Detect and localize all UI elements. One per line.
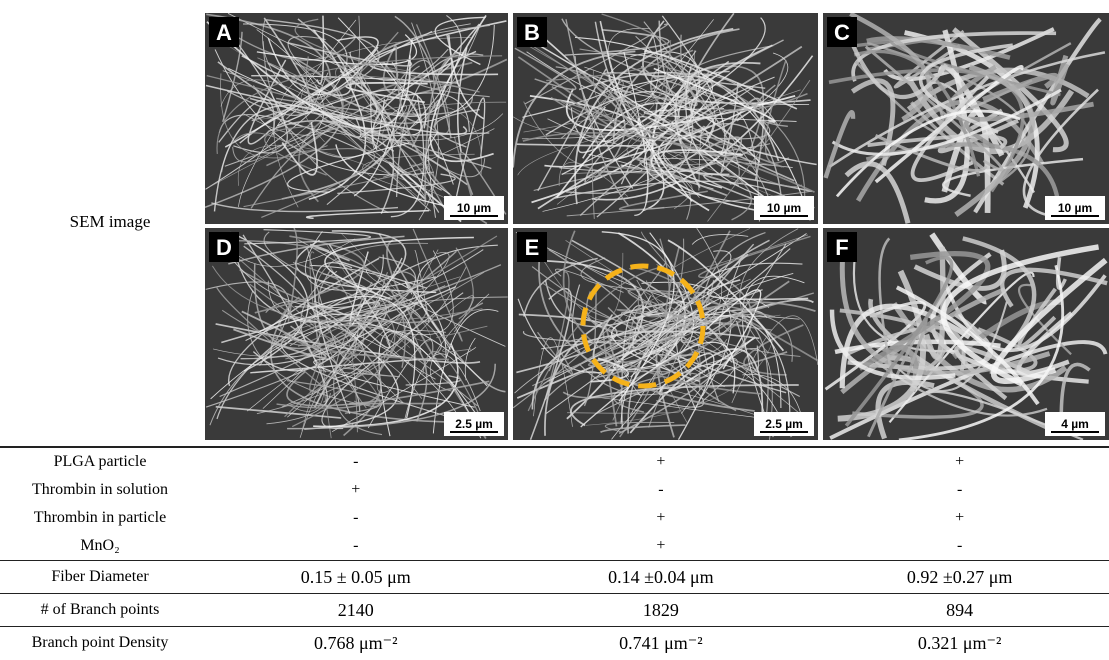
table-cell: - bbox=[200, 504, 511, 532]
table-cell: + bbox=[810, 504, 1109, 532]
table-row: Thrombin in particle-++ bbox=[0, 504, 1109, 532]
table-cell: - bbox=[511, 476, 810, 504]
scale-text: 2.5 µm bbox=[455, 417, 493, 431]
table-row: Thrombin in solution+-- bbox=[0, 476, 1109, 504]
table-cell: + bbox=[511, 504, 810, 532]
row-header: # of Branch points bbox=[0, 594, 200, 627]
scale-text: 10 µm bbox=[457, 201, 491, 215]
scale-text: 2.5 µm bbox=[765, 417, 803, 431]
row-header: Thrombin in solution bbox=[0, 476, 200, 504]
table-cell: - bbox=[810, 476, 1109, 504]
table-cell: 894 bbox=[810, 594, 1109, 627]
row-header: Fiber Diameter bbox=[0, 561, 200, 594]
sem-panel: C 10 µm bbox=[823, 13, 1109, 224]
table-cell: 1829 bbox=[511, 594, 810, 627]
table-cell: 0.14 ±0.04 μm bbox=[511, 561, 810, 594]
sem-panel: E 2.5 µm bbox=[513, 228, 818, 440]
sem-panel: D 2.5 µm bbox=[205, 228, 508, 440]
scale-text: 10 µm bbox=[1058, 201, 1092, 215]
table-row: PLGA particle-++ bbox=[0, 447, 1109, 476]
table-cell: 0.768 μm⁻² bbox=[200, 627, 511, 660]
table-cell: 0.741 μm⁻² bbox=[511, 627, 810, 660]
sem-panel: A 10 µm bbox=[205, 13, 508, 224]
table-row: MnO₂-+- bbox=[0, 532, 1109, 561]
sem-grid: A 10 µm B 10 µm C 10 µm D 2.5 µm E 2.5 µm F 4 µm bbox=[0, 0, 1109, 444]
panel-label: E bbox=[525, 235, 540, 260]
row-header: Thrombin in particle bbox=[0, 504, 200, 532]
row-header: MnO₂ bbox=[0, 532, 200, 561]
scale-text: 10 µm bbox=[767, 201, 801, 215]
sem-panel: F 4 µm bbox=[823, 228, 1109, 440]
panel-label: D bbox=[216, 235, 232, 260]
table-cell: 2140 bbox=[200, 594, 511, 627]
panel-label: F bbox=[835, 235, 848, 260]
table-cell: 0.15 ± 0.05 μm bbox=[200, 561, 511, 594]
scale-text: 4 µm bbox=[1061, 417, 1089, 431]
table-cell: - bbox=[200, 532, 511, 561]
panel-label: A bbox=[216, 20, 232, 45]
table-row: Fiber Diameter0.15 ± 0.05 μm0.14 ±0.04 μ… bbox=[0, 561, 1109, 594]
table-cell: 0.92 ±0.27 μm bbox=[810, 561, 1109, 594]
table-cell: - bbox=[200, 447, 511, 476]
table-cell: + bbox=[810, 447, 1109, 476]
panel-label: B bbox=[524, 20, 540, 45]
table-cell: + bbox=[511, 447, 810, 476]
table-row: # of Branch points21401829894 bbox=[0, 594, 1109, 627]
row-header: PLGA particle bbox=[0, 447, 200, 476]
table-cell: 0.321 μm⁻² bbox=[810, 627, 1109, 660]
panel-label: C bbox=[834, 20, 850, 45]
table-cell: - bbox=[810, 532, 1109, 561]
row-header: Branch point Density bbox=[0, 627, 200, 660]
table-cell: + bbox=[511, 532, 810, 561]
table-cell: + bbox=[200, 476, 511, 504]
figure: SEM image A10 µmB10 µmC10 µmD2.5 µmE2.5 … bbox=[0, 0, 1109, 660]
sem-panel: B 10 µm bbox=[513, 13, 818, 224]
property-table: PLGA particle-++Thrombin in solution+--T… bbox=[0, 446, 1109, 659]
